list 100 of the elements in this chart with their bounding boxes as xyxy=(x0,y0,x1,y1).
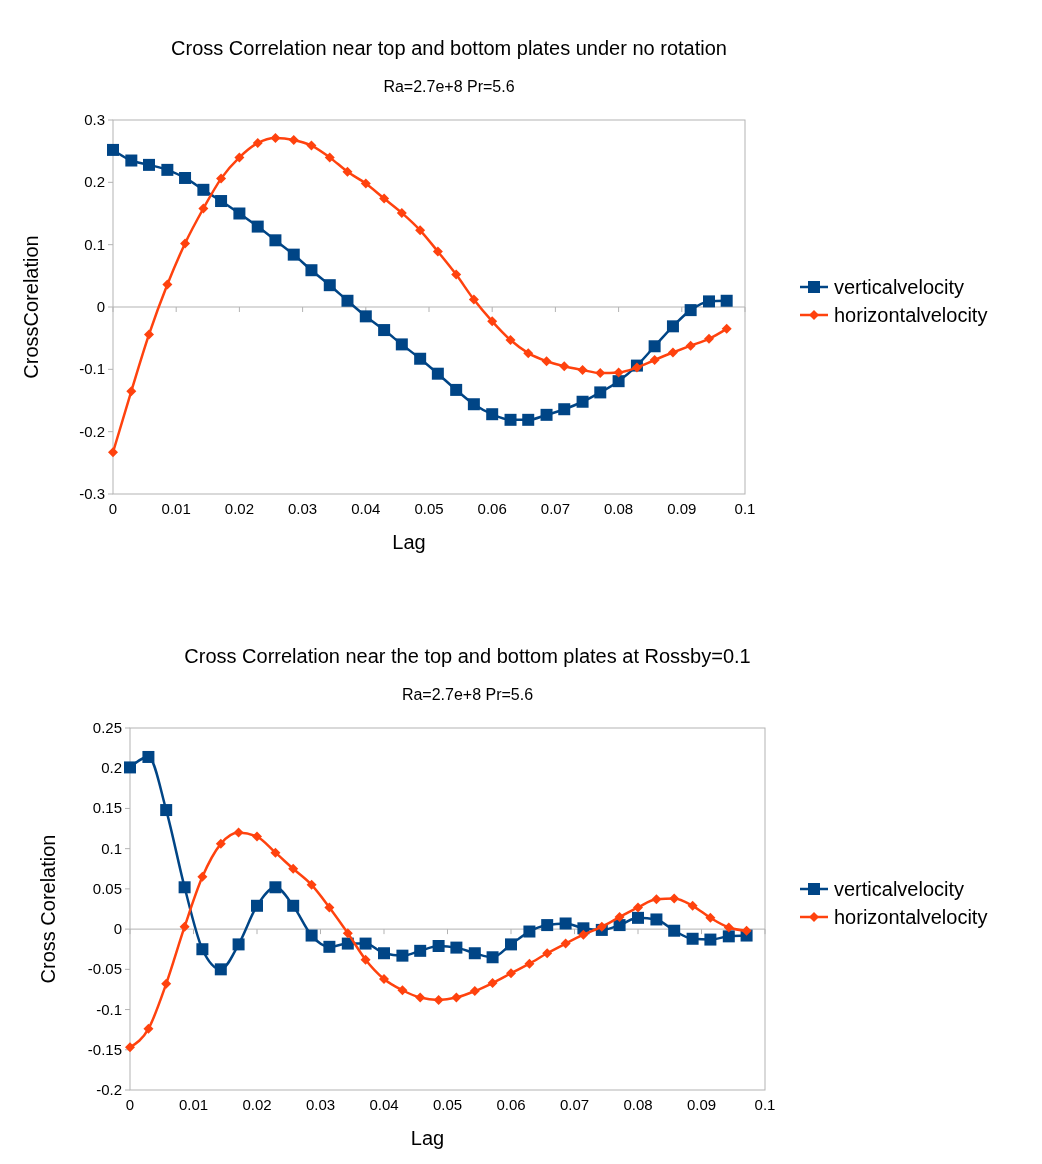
point xyxy=(270,133,281,144)
point xyxy=(702,295,715,308)
x-tick-label: 0.03 xyxy=(288,500,318,517)
point xyxy=(215,838,226,849)
x-tick-label: 0.01 xyxy=(178,1096,209,1113)
point xyxy=(596,921,607,932)
point xyxy=(540,408,553,421)
point xyxy=(396,949,409,962)
x-tick-label: 0.1 xyxy=(754,1096,776,1113)
y-axis-title: Cross Corelation xyxy=(37,834,59,984)
point xyxy=(341,937,354,950)
point xyxy=(251,899,263,912)
point xyxy=(251,220,264,233)
point xyxy=(633,902,643,913)
x-tick-label: 0.08 xyxy=(623,1096,653,1113)
point xyxy=(324,902,335,913)
y-tick-label: -0.05 xyxy=(87,960,122,978)
point xyxy=(179,171,192,184)
point xyxy=(559,917,572,930)
point xyxy=(379,973,389,984)
y-axis-title: CrossCorelation xyxy=(20,235,42,379)
point xyxy=(467,398,480,411)
point xyxy=(215,195,228,208)
x-tick-label: 0.04 xyxy=(369,1096,399,1113)
point xyxy=(632,911,644,924)
point xyxy=(594,386,607,399)
x-tick-label: 0.06 xyxy=(496,1096,526,1113)
point xyxy=(684,304,697,317)
point xyxy=(504,413,517,426)
point xyxy=(142,750,155,763)
point xyxy=(523,925,536,938)
y-tick-label: -0.3 xyxy=(79,485,105,502)
x-tick-label: 0.02 xyxy=(242,1096,272,1113)
point xyxy=(612,375,625,388)
point xyxy=(669,893,680,904)
y-tick-label: 0 xyxy=(96,298,105,315)
point xyxy=(432,246,443,257)
point xyxy=(342,166,353,177)
x-tick-label: 0.09 xyxy=(686,1096,717,1113)
point xyxy=(323,279,336,292)
point xyxy=(649,354,660,365)
point xyxy=(704,933,717,946)
point xyxy=(720,294,733,307)
point xyxy=(323,940,336,953)
point xyxy=(270,847,281,858)
point xyxy=(577,364,588,375)
point xyxy=(269,881,282,894)
point xyxy=(342,928,353,939)
point xyxy=(178,881,191,894)
point xyxy=(124,761,136,774)
point xyxy=(144,329,155,340)
point xyxy=(705,912,716,923)
point xyxy=(397,985,408,996)
point xyxy=(450,941,463,954)
point xyxy=(595,368,606,379)
point xyxy=(721,323,732,334)
x-tick-label: 0.04 xyxy=(351,500,381,517)
point xyxy=(541,356,552,367)
point xyxy=(161,978,172,989)
point xyxy=(180,238,191,249)
point xyxy=(486,408,499,421)
x-tick-label: 0.02 xyxy=(224,500,254,517)
point xyxy=(143,1023,154,1034)
y-tick-label: -0.2 xyxy=(96,1081,122,1098)
point xyxy=(197,183,210,196)
chart-subtitle: Ra=2.7e+8 Pr=5.6 xyxy=(383,78,515,95)
point xyxy=(667,347,678,358)
point xyxy=(505,335,516,346)
chart-subtitle: Ra=2.7e+8 Pr=5.6 xyxy=(401,686,534,703)
point xyxy=(214,963,227,976)
x-tick-label: 0.07 xyxy=(540,500,570,517)
x-tick-label: 0.05 xyxy=(414,500,444,517)
y-tick-label: 0.1 xyxy=(84,235,105,253)
point xyxy=(125,1042,135,1053)
point xyxy=(613,367,624,378)
point xyxy=(613,919,626,932)
point xyxy=(233,207,246,220)
x-tick-label: 0.09 xyxy=(667,500,697,517)
point xyxy=(161,163,174,176)
x-tick-label: 0.03 xyxy=(305,1096,336,1113)
point xyxy=(431,367,444,380)
point xyxy=(179,921,190,932)
point xyxy=(685,340,696,351)
point xyxy=(722,930,735,943)
point xyxy=(288,134,299,145)
point xyxy=(668,924,681,937)
point xyxy=(396,207,407,218)
point xyxy=(578,929,589,940)
point xyxy=(487,316,498,327)
y-tick-label: 0.25 xyxy=(92,719,122,736)
point xyxy=(232,938,245,951)
point xyxy=(306,879,317,890)
y-tick-label: -0.1 xyxy=(96,1000,122,1018)
point xyxy=(378,324,391,337)
x-tick-label: 0.01 xyxy=(161,500,191,517)
point xyxy=(451,992,462,1003)
y-tick-label: 0.2 xyxy=(84,173,105,191)
point xyxy=(395,338,408,351)
point xyxy=(107,143,119,156)
point xyxy=(486,951,499,964)
